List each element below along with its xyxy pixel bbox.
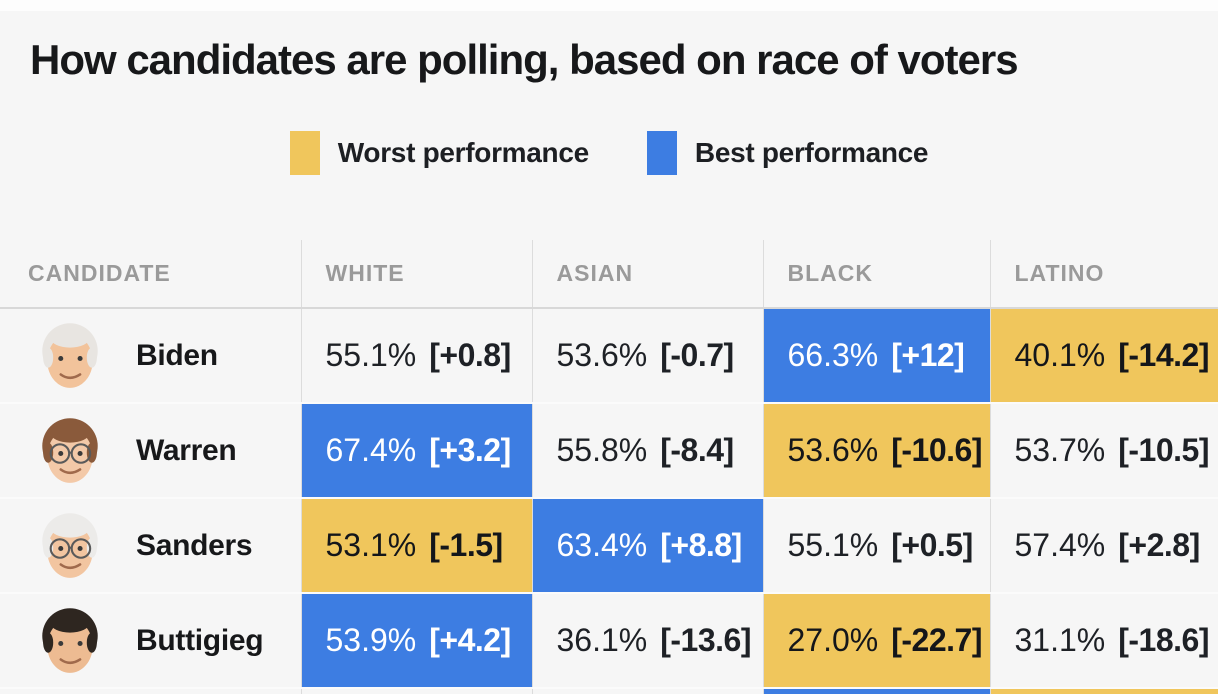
poll-percentage: 55.1% (787, 527, 879, 563)
poll-percentage: 66.3% (787, 337, 879, 373)
poll-delta: [+0.5] (891, 527, 973, 563)
poll-cell: 57.4% [+2.8] (989, 497, 1218, 593)
poll-delta: [-18.6] (1118, 622, 1209, 658)
poll-percentage: 36.1% (556, 622, 648, 658)
candidate-photo (28, 599, 112, 683)
poll-cell-best: 63.4% [+8.8] (531, 497, 763, 593)
poll-delta: [-13.6] (660, 622, 751, 658)
poll-delta: [+3.2] (429, 432, 511, 468)
poll-cell: 53.6% [-0.7] (531, 308, 763, 403)
poll-cell: 55.1% [+0.8] (300, 308, 532, 403)
poll-percentage: 55.1% (325, 337, 417, 373)
table-row: Buttigieg 53.9% [+4.2] 36.1% [-13.6] 27.0% [-2… (0, 592, 1218, 688)
poll-cell-worst: 40.1% [-14.2] (989, 308, 1218, 403)
poll-percentage: 40.1% (1014, 337, 1106, 373)
best-performance-swatch (646, 131, 677, 175)
legend-item-worst: Worst performance (289, 131, 589, 175)
poll-delta: [-8.4] (660, 432, 734, 468)
top-strip (0, 0, 1218, 11)
candidate-name: Biden (136, 338, 218, 372)
header-row: CANDIDATE WHITE ASIAN BLACK LATINO (0, 240, 1218, 309)
poll-percentage: 31.1% (1014, 622, 1106, 658)
legend-label-worst: Worst performance (337, 137, 589, 168)
poll-cell-best (762, 687, 990, 694)
poll-delta: [-22.7] (891, 622, 982, 658)
poll-delta: [-1.5] (429, 527, 503, 563)
poll-percentage: 57.4% (1014, 527, 1106, 563)
table-row: Warren 67.4% [+3.2] 55.8% [-8.4] 53.6% [-10.6]… (0, 402, 1218, 498)
poll-delta: [+12] (891, 337, 965, 373)
candidate-cell: Biden (0, 308, 301, 403)
poll-cell-best: 66.3% [+12] (762, 308, 990, 403)
poll-percentage: 53.6% (556, 337, 648, 373)
poll-cell-worst: 53.6% [-10.6] (762, 402, 990, 498)
poll-cell: 53.7% [-10.5] (989, 402, 1218, 498)
candidate-name: Warren (136, 433, 237, 467)
page-title: How candidates are polling, based on rac… (30, 36, 1019, 83)
polling-table-wrap: CANDIDATE WHITE ASIAN BLACK LATINO Biden… (0, 240, 1218, 694)
poll-percentage: 53.6% (787, 432, 879, 468)
legend-item-best: Best performance (646, 131, 929, 175)
polling-table: CANDIDATE WHITE ASIAN BLACK LATINO Biden… (0, 240, 1218, 694)
candidate-cell: Warren (0, 402, 301, 498)
poll-delta: [+2.8] (1118, 527, 1200, 563)
table-row: Biden 55.1% [+0.8] 53.6% [-0.7] 66.3% [+12] 40.… (0, 308, 1218, 403)
candidate-cell (0, 687, 301, 694)
poll-percentage: 27.0% (787, 622, 879, 658)
poll-cell-worst (989, 687, 1218, 694)
poll-percentage: 53.1% (325, 527, 417, 563)
column-header-asian: ASIAN (531, 240, 763, 309)
poll-percentage: 53.7% (1014, 432, 1106, 468)
poll-delta: [-10.5] (1118, 432, 1209, 468)
poll-cell: 36.1% [-13.6] (531, 592, 763, 688)
column-header-black: BLACK (762, 240, 990, 309)
poll-cell (300, 687, 532, 694)
poll-cell (531, 687, 763, 694)
partial-next-row (0, 687, 1218, 694)
poll-cell: 55.1% [+0.5] (762, 497, 990, 593)
column-header-white: WHITE (300, 240, 532, 309)
candidate-name: Sanders (136, 528, 253, 562)
poll-delta: [+8.8] (660, 527, 742, 563)
worst-performance-swatch (289, 131, 320, 175)
candidate-cell: Sanders (0, 497, 301, 593)
table-row: Sanders 53.1% [-1.5] 63.4% [+8.8] 55.1% [+0.5]… (0, 497, 1218, 593)
legend-label-best: Best performance (694, 137, 929, 168)
poll-cell: 55.8% [-8.4] (531, 402, 763, 498)
poll-percentage: 63.4% (556, 527, 648, 563)
column-header-candidate: CANDIDATE (0, 240, 301, 309)
poll-cell-best: 67.4% [+3.2] (300, 402, 532, 498)
candidate-photo (28, 504, 112, 588)
poll-percentage: 55.8% (556, 432, 648, 468)
column-header-latino: LATINO (989, 240, 1218, 309)
poll-delta: [-10.6] (891, 432, 982, 468)
poll-cell-best: 53.9% [+4.2] (300, 592, 532, 688)
poll-delta: [+0.8] (429, 337, 511, 373)
candidate-cell: Buttigieg (0, 592, 301, 688)
poll-cell: 31.1% [-18.6] (989, 592, 1218, 688)
poll-percentage: 67.4% (325, 432, 417, 468)
poll-delta: [+4.2] (429, 622, 511, 658)
poll-cell-worst: 27.0% [-22.7] (762, 592, 990, 688)
poll-cell-worst: 53.1% [-1.5] (300, 497, 532, 593)
poll-delta: [-0.7] (660, 337, 734, 373)
candidate-name: Buttigieg (136, 623, 264, 657)
candidate-photo (28, 409, 112, 493)
poll-delta: [-14.2] (1118, 337, 1209, 373)
legend: Worst performance Best performance (0, 131, 1218, 175)
candidate-photo (28, 314, 112, 398)
poll-percentage: 53.9% (325, 622, 417, 658)
